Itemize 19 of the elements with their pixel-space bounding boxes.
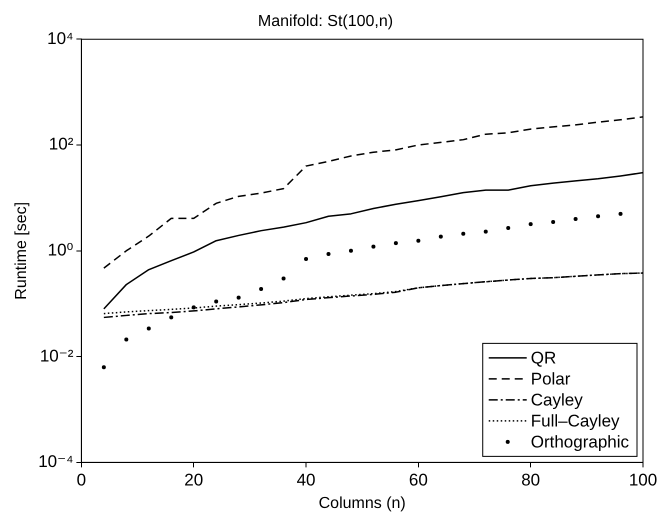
legend-label: Cayley <box>530 390 584 410</box>
y-tick-label: 10⁻² <box>40 346 74 366</box>
y-tick-label: 10⁻⁴ <box>38 452 74 472</box>
y-axis-title: Runtime [sec] <box>13 202 30 300</box>
chart-title: Manifold: St(100,n) <box>258 13 394 30</box>
legend-label: Orthographic <box>530 432 630 452</box>
legend-label: Polar <box>530 370 571 389</box>
x-tick-label: 20 <box>184 470 204 490</box>
y-tick-label: 10⁰ <box>48 240 74 260</box>
x-tick-label: 80 <box>521 470 540 490</box>
x-tick-label: 0 <box>76 470 86 490</box>
y-tick-label: 10² <box>48 134 74 154</box>
y-tick-label: 10⁴ <box>47 28 74 48</box>
legend-label: Full–Cayley <box>530 412 620 431</box>
x-tick-label: 40 <box>296 470 316 490</box>
x-axis-title: Columns (n) <box>318 494 406 512</box>
x-tick-label: 60 <box>408 470 428 490</box>
x-tick-label: 100 <box>628 470 658 490</box>
legend-label: QR <box>530 348 556 368</box>
